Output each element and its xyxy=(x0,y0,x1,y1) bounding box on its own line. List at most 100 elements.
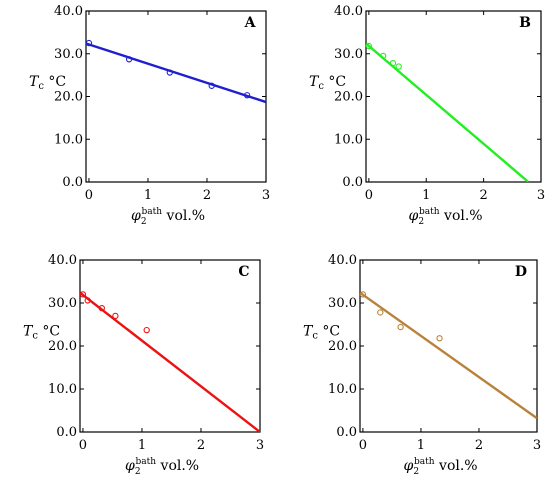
panel-label: D xyxy=(515,264,527,280)
x-label-subscript: 2 xyxy=(418,217,424,227)
x-tick-label: 2 xyxy=(475,438,483,453)
x-label-superscript: bath xyxy=(136,457,157,467)
data-point xyxy=(359,291,367,298)
x-label-unit: vol.% xyxy=(435,458,478,474)
data-point xyxy=(243,92,251,99)
data-point xyxy=(365,42,373,50)
y-tick-label: 30.0 xyxy=(48,296,77,311)
y-label-subscript: c xyxy=(38,81,44,92)
y-label-subscript: c xyxy=(32,330,38,341)
x-axis-label: φ2bath vol.% xyxy=(404,457,478,477)
x-label-symbol: φ xyxy=(125,458,135,474)
data-point xyxy=(143,326,150,334)
y-label-unit: °C xyxy=(44,74,66,90)
plot-frame xyxy=(365,10,542,183)
y-axis-label: Tc °C xyxy=(23,323,60,341)
data-point xyxy=(377,309,384,316)
x-tick-label: 3 xyxy=(256,438,264,453)
data-point xyxy=(85,39,93,47)
data-point xyxy=(436,335,443,342)
y-tick-label: 30.0 xyxy=(54,47,83,62)
x-label-symbol: φ xyxy=(409,208,419,224)
x-label-subscript: 2 xyxy=(141,217,147,227)
panel-label: A xyxy=(244,15,257,31)
y-axis-label: Tc °C xyxy=(303,323,340,341)
x-label-unit: vol.% xyxy=(162,208,205,224)
data-point xyxy=(112,312,119,320)
y-tick-label: 20.0 xyxy=(54,90,83,105)
x-tick-label: 1 xyxy=(417,438,425,453)
y-tick-label: 10.0 xyxy=(328,382,357,397)
y-tick-label: 10.0 xyxy=(334,132,363,147)
panel-label: B xyxy=(519,15,531,31)
data-point xyxy=(166,69,173,76)
y-axis-label: Tc °C xyxy=(29,74,66,92)
x-axis-label: φ2bath vol.% xyxy=(125,457,199,477)
x-tick-label: 1 xyxy=(422,188,430,203)
y-tick-label: 30.0 xyxy=(328,296,357,311)
plot-frame xyxy=(85,10,267,183)
data-point xyxy=(395,63,402,70)
data-point xyxy=(79,291,87,298)
y-tick-label: 40.0 xyxy=(54,4,83,19)
y-label-symbol: T xyxy=(309,74,320,90)
x-axis-label: φ2bath vol.% xyxy=(131,207,205,227)
y-tick-label: 40.0 xyxy=(48,253,77,268)
x-tick-label: 2 xyxy=(197,438,205,453)
y-tick-label: 10.0 xyxy=(48,382,77,397)
data-point xyxy=(84,297,91,304)
x-label-subscript: 2 xyxy=(135,467,141,477)
fit-line xyxy=(86,42,266,104)
y-tick-label: 0.0 xyxy=(56,425,77,440)
y-tick-label: 40.0 xyxy=(334,4,363,19)
x-tick-label: 0 xyxy=(359,438,367,453)
x-tick-label: 3 xyxy=(262,188,270,203)
x-label-subscript: 2 xyxy=(413,467,419,477)
fit-line xyxy=(366,42,530,182)
data-point xyxy=(208,82,215,89)
y-label-unit: °C xyxy=(318,323,340,339)
y-label-symbol: T xyxy=(23,323,34,339)
fit-line xyxy=(80,291,260,432)
x-tick-label: 1 xyxy=(144,188,152,203)
x-label-unit: vol.% xyxy=(156,458,199,474)
x-label-superscript: bath xyxy=(142,207,163,217)
x-tick-label: 2 xyxy=(479,188,487,203)
y-tick-label: 10.0 xyxy=(54,132,83,147)
data-point xyxy=(380,52,387,60)
x-tick-label: 1 xyxy=(138,438,146,453)
plot-frame xyxy=(79,259,261,433)
y-label-unit: °C xyxy=(38,323,60,339)
data-point xyxy=(397,323,404,331)
x-tick-label: 2 xyxy=(203,188,211,203)
y-tick-label: 0.0 xyxy=(342,175,363,190)
x-label-superscript: bath xyxy=(419,207,440,217)
y-tick-label: 20.0 xyxy=(334,90,363,105)
x-label-superscript: bath xyxy=(414,457,435,467)
y-tick-label: 20.0 xyxy=(328,339,357,354)
plot-frame xyxy=(359,259,538,433)
x-tick-label: 0 xyxy=(85,188,93,203)
panel-a: 0.0 10.0 20.0 30.0 40.0 0 1 2 3 A Tc °C φ2bath vol.… xyxy=(29,4,270,227)
y-label-symbol: T xyxy=(29,74,40,90)
y-tick-label: 40.0 xyxy=(328,253,357,268)
x-tick-label: 3 xyxy=(533,438,541,453)
y-label-subscript: c xyxy=(318,81,324,92)
y-tick-label: 30.0 xyxy=(334,47,363,62)
data-point xyxy=(98,305,105,312)
fit-line xyxy=(360,291,537,420)
y-label-subscript: c xyxy=(312,330,318,341)
y-tick-label: 0.0 xyxy=(62,175,83,190)
data-point xyxy=(389,60,397,67)
data-point xyxy=(125,56,133,63)
y-axis-label: Tc °C xyxy=(309,74,346,92)
y-label-symbol: T xyxy=(303,323,314,339)
panel-label: C xyxy=(238,264,249,280)
y-tick-label: 20.0 xyxy=(48,339,77,354)
x-tick-label: 0 xyxy=(365,188,373,203)
x-axis-label: φ2bath vol.% xyxy=(409,207,483,227)
x-tick-label: 0 xyxy=(79,438,87,453)
